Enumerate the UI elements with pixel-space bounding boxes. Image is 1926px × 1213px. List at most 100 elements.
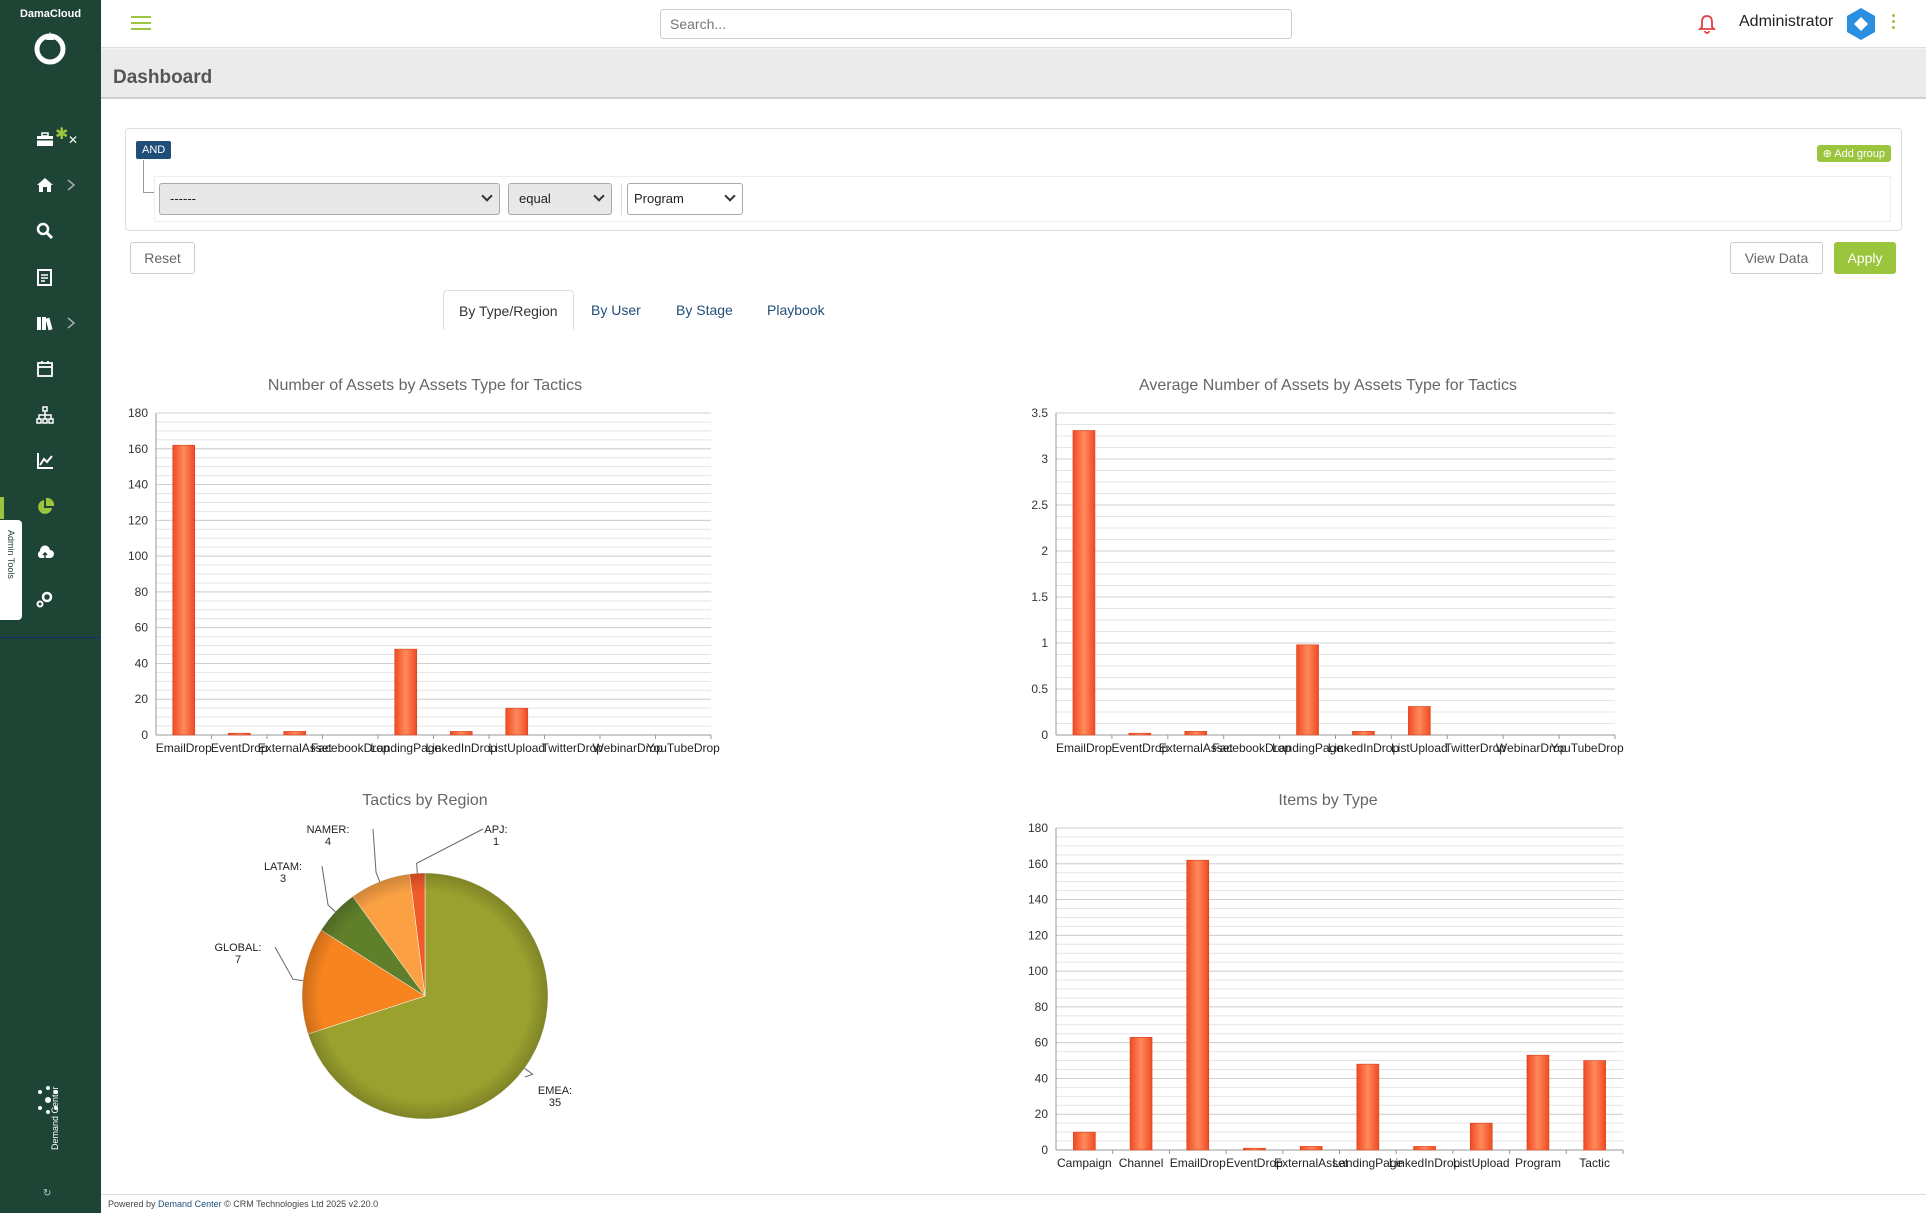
y-tick-label: 160 — [1028, 857, 1048, 871]
bar — [449, 731, 473, 736]
y-tick-label: 100 — [128, 549, 148, 563]
active-indicator — [0, 497, 4, 519]
items-by-type-chart: 0 20 40 60 80 100 120 140 160 180 Campaign Channel E… — [1028, 821, 1624, 1170]
y-tick-label: 180 — [128, 406, 148, 420]
new-badge-icon: ✱ — [55, 126, 69, 143]
brand-logo-icon[interactable] — [32, 30, 68, 66]
tab-by-user[interactable]: By User — [591, 302, 641, 318]
x-tick-label: WebinarDrop — [1496, 741, 1567, 755]
bar — [1073, 1131, 1096, 1151]
more-options-icon[interactable] — [1892, 14, 1898, 34]
chevron-down-icon — [481, 190, 493, 202]
rule-connector — [143, 160, 155, 193]
hamburger-menu-icon[interactable] — [131, 16, 151, 30]
search-icon[interactable] — [32, 218, 58, 244]
pie-label: LATAM: — [264, 861, 302, 873]
document-icon[interactable] — [32, 264, 58, 290]
line-chart-icon[interactable] — [32, 448, 58, 474]
bar — [1186, 859, 1210, 1151]
bar — [1408, 706, 1431, 736]
bar — [1526, 1054, 1550, 1151]
toolbox-icon[interactable] — [32, 126, 58, 152]
reset-button[interactable]: Reset — [130, 242, 195, 274]
org-chart-icon[interactable] — [32, 402, 58, 428]
y-tick-label: 80 — [1035, 1000, 1049, 1014]
chart-title: Number of Assets by Assets Type for Tact… — [267, 377, 583, 394]
user-name[interactable]: Administrator — [1739, 13, 1834, 30]
x-tick-label: EmailDrop — [1170, 1156, 1226, 1170]
chevron-right-icon[interactable] — [64, 178, 78, 192]
y-tick-label: 180 — [1028, 821, 1048, 835]
view-data-button[interactable]: View Data — [1730, 242, 1823, 274]
library-icon[interactable] — [32, 310, 58, 336]
x-tick-label: YouTubeDrop — [647, 741, 720, 755]
footer: Powered by Demand Center © CRM Technolog… — [101, 1194, 1926, 1213]
settings-icon[interactable] — [32, 586, 58, 612]
x-tick-label: ExternalAsset — [1274, 1156, 1349, 1170]
topbar: Administrator — [101, 0, 1926, 48]
condition-and-button[interactable]: AND — [136, 141, 172, 159]
close-icon[interactable]: ✕ — [68, 133, 79, 147]
x-tick-label: EventDrop — [1226, 1156, 1283, 1170]
demand-center-logo-icon[interactable] — [30, 1050, 70, 1160]
bar — [1243, 1147, 1266, 1151]
query-rule: ------ equal Program — [154, 176, 1891, 222]
x-tick-label: LandingPage — [1332, 1156, 1403, 1170]
bar — [283, 731, 307, 736]
home-icon[interactable] — [32, 172, 58, 198]
demand-center-label: Demand Center — [50, 1086, 60, 1150]
y-tick-label: 140 — [128, 478, 148, 492]
page-title: Dashboard — [113, 67, 213, 88]
pie-leader-line — [524, 1067, 534, 1078]
y-tick-label: 20 — [1035, 1107, 1049, 1121]
field-select[interactable]: ------ — [159, 183, 500, 215]
chart-title: Tactics by Region — [362, 792, 488, 809]
avg-assets-by-type-chart: 0 0.5 1 1.5 2 2.5 3 3.5 EmailDrop EventDropExtern… — [1031, 406, 1624, 755]
sidebar-divider — [0, 637, 101, 638]
tab-by-type-region[interactable]: By Type/Region — [443, 290, 574, 330]
bar — [1072, 430, 1096, 736]
calendar-icon[interactable] — [32, 356, 58, 382]
chevron-right-icon[interactable] — [64, 316, 78, 330]
pie-label: NAMER: — [307, 824, 350, 836]
y-tick-label: 3 — [1041, 452, 1048, 466]
demand-center-link[interactable]: Demand Center — [158, 1199, 222, 1209]
y-tick-label: 2 — [1041, 544, 1048, 558]
add-group-button[interactable]: ⊕ Add group — [1816, 145, 1891, 162]
apply-button[interactable]: Apply — [1834, 242, 1896, 274]
y-tick-label: 120 — [1028, 928, 1048, 942]
x-tick-label: LinkedInDrop — [1389, 1156, 1461, 1170]
rule-separator — [621, 183, 622, 215]
x-tick-label: EmailDrop — [1056, 741, 1112, 755]
bar — [172, 444, 196, 736]
cloud-icon[interactable] — [32, 540, 58, 566]
bar — [1128, 732, 1152, 736]
plus-circle-icon: ⊕ — [1822, 148, 1832, 160]
operator-select[interactable]: equal — [508, 183, 612, 215]
refresh-icon[interactable]: ↻ — [43, 1188, 52, 1199]
y-tick-label: 0 — [1041, 728, 1048, 742]
y-tick-label: 40 — [135, 656, 149, 670]
bar — [1352, 731, 1375, 736]
tab-playbook[interactable]: Playbook — [767, 302, 825, 318]
admin-tools-tab[interactable]: Admin Tools — [0, 520, 22, 620]
value-select[interactable]: Program — [627, 183, 743, 215]
x-tick-label: Program — [1515, 1156, 1561, 1170]
x-tick-label: YouTubeDrop — [1550, 741, 1623, 755]
search-input[interactable] — [660, 9, 1292, 39]
notification-bell-icon[interactable] — [1697, 13, 1717, 35]
x-tick-label: ListUpload — [488, 741, 545, 755]
pie-chart-icon[interactable] — [32, 494, 58, 520]
pie-value: 35 — [549, 1097, 561, 1109]
bar — [1413, 1146, 1436, 1151]
pie-label: GLOBAL: — [214, 942, 261, 954]
y-tick-label: 80 — [135, 585, 149, 599]
y-tick-label: 0 — [141, 728, 148, 742]
tab-by-stage[interactable]: By Stage — [676, 302, 733, 318]
x-tick-label: EmailDrop — [156, 741, 212, 755]
pie-leader-line — [416, 828, 484, 874]
pie-value: 7 — [235, 954, 241, 966]
pie-value: 4 — [325, 836, 331, 848]
avatar[interactable] — [1844, 7, 1878, 41]
pie-label: APJ: — [484, 824, 507, 836]
